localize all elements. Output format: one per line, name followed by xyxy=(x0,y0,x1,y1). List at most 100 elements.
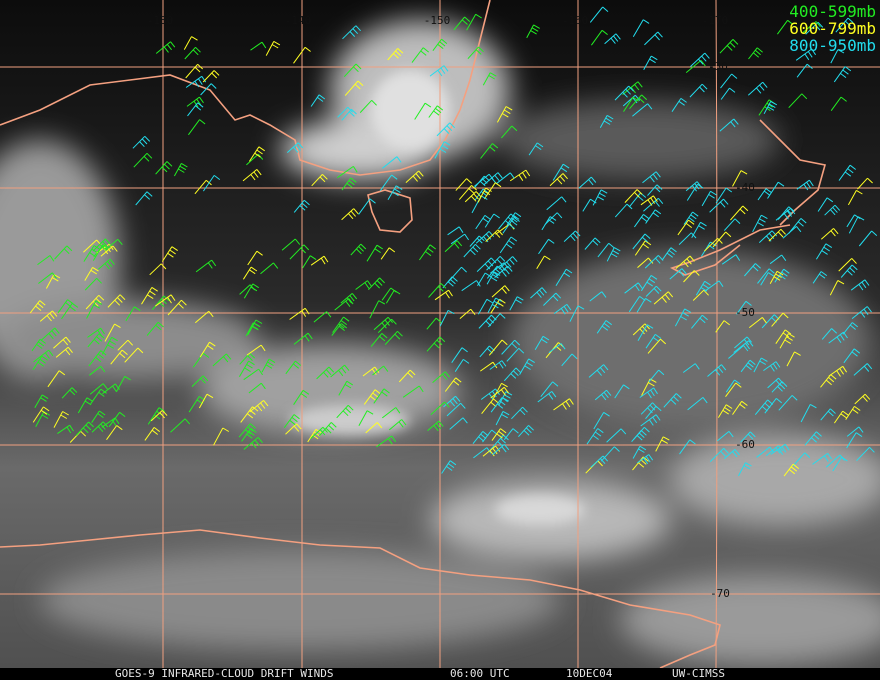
wind-barb xyxy=(645,209,662,224)
footer-text: UW-CIMSS xyxy=(672,667,725,680)
wind-barb xyxy=(707,364,727,377)
wind-barb xyxy=(842,322,859,335)
wind-barb xyxy=(764,398,783,414)
wind-barb xyxy=(285,423,302,435)
wind-barb xyxy=(824,204,841,216)
wind-barb xyxy=(853,363,873,376)
wind-barb xyxy=(387,185,403,200)
wind-barb xyxy=(606,428,627,443)
wind-barb xyxy=(590,455,609,468)
wind-barb xyxy=(47,370,66,388)
wind-barb xyxy=(778,395,798,411)
wind-barb xyxy=(380,247,396,260)
wind-barb xyxy=(341,177,357,191)
wind-barb xyxy=(640,402,658,415)
wind-barb xyxy=(491,285,510,298)
wind-barb xyxy=(242,266,258,280)
wind-barb xyxy=(829,280,845,296)
wind-barb xyxy=(75,421,94,436)
wind-barb xyxy=(61,387,78,399)
wind-barb xyxy=(202,175,221,192)
wind-barb xyxy=(40,327,60,341)
wind-barb xyxy=(125,306,141,322)
wind-barb xyxy=(788,93,808,109)
wind-barb xyxy=(719,118,739,132)
wind-barb xyxy=(34,394,49,408)
wind-barb xyxy=(212,353,232,367)
wind-barb xyxy=(502,216,520,234)
wind-barb xyxy=(767,181,785,199)
wind-barb xyxy=(283,414,300,428)
wind-barb xyxy=(388,419,407,431)
wind-barb xyxy=(642,171,661,184)
wind-barb xyxy=(792,452,811,467)
wind-barb xyxy=(149,263,167,276)
wind-barb xyxy=(428,105,444,118)
coastlines xyxy=(0,0,827,669)
wind-barb xyxy=(530,287,547,299)
wind-barb xyxy=(779,333,795,349)
wind-barb xyxy=(311,174,328,187)
wind-barb xyxy=(450,233,470,245)
wind-barb xyxy=(817,197,834,212)
wind-barb xyxy=(483,172,503,186)
wind-barb xyxy=(644,31,663,46)
wind-barb xyxy=(161,246,178,262)
wind-barb xyxy=(771,381,788,393)
wind-barb xyxy=(720,87,736,100)
wind-barb xyxy=(645,333,662,349)
wind-barb xyxy=(293,389,310,405)
wind-barb xyxy=(675,255,695,269)
wind-barb xyxy=(447,226,464,236)
wind-barb xyxy=(238,360,255,378)
wind-barb xyxy=(845,405,861,420)
wind-barb xyxy=(624,282,643,294)
wind-barb xyxy=(488,313,506,328)
wind-barb xyxy=(769,270,784,285)
wind-barb xyxy=(117,339,134,351)
wind-barb xyxy=(381,407,401,419)
wind-barb xyxy=(561,353,578,367)
wind-barb xyxy=(518,425,534,438)
wind-barb xyxy=(289,244,310,260)
wind-barb xyxy=(632,19,650,38)
wind-barb xyxy=(840,264,858,278)
wind-barb xyxy=(436,122,456,137)
wind-barb xyxy=(538,238,555,255)
wind-barb xyxy=(669,268,687,280)
wind-barb xyxy=(590,29,608,46)
wind-barb xyxy=(599,114,614,129)
wind-barb xyxy=(87,333,105,348)
wind-barb xyxy=(704,237,723,252)
wind-barb xyxy=(454,358,470,372)
wind-barb xyxy=(238,423,256,438)
wind-barb xyxy=(341,108,357,121)
wind-barb xyxy=(597,242,615,258)
wind-barb xyxy=(199,341,216,358)
wind-barb xyxy=(671,97,687,112)
wind-barb xyxy=(604,33,621,45)
wind-barb xyxy=(593,411,610,430)
wind-barb xyxy=(155,294,176,307)
wind-barb xyxy=(366,244,384,262)
latitude-label: -60 xyxy=(735,438,755,451)
wind-barb xyxy=(501,125,518,139)
wind-barb xyxy=(61,302,79,320)
wind-barb xyxy=(685,60,706,73)
wind-barb xyxy=(838,258,857,272)
wind-barb xyxy=(588,364,609,378)
wind-barb xyxy=(715,187,733,204)
wind-barb xyxy=(769,254,787,265)
wind-barb xyxy=(643,55,658,70)
wind-barb xyxy=(384,330,403,345)
wind-barb xyxy=(363,389,381,405)
footer: GOES-9 INFRARED-CLOUD DRIFT WINDS 06:00 U… xyxy=(115,667,725,680)
wind-barb xyxy=(104,323,121,342)
wind-barb xyxy=(637,257,654,268)
wind-barb xyxy=(84,277,102,291)
wind-barb xyxy=(426,317,442,330)
wind-barb xyxy=(286,142,304,153)
wind-barb xyxy=(645,285,662,297)
grid-labels: -130 -140 -150 -160 -170 -30 -40 -50 -60 -70 xyxy=(147,14,755,600)
wind-barb xyxy=(482,445,501,457)
